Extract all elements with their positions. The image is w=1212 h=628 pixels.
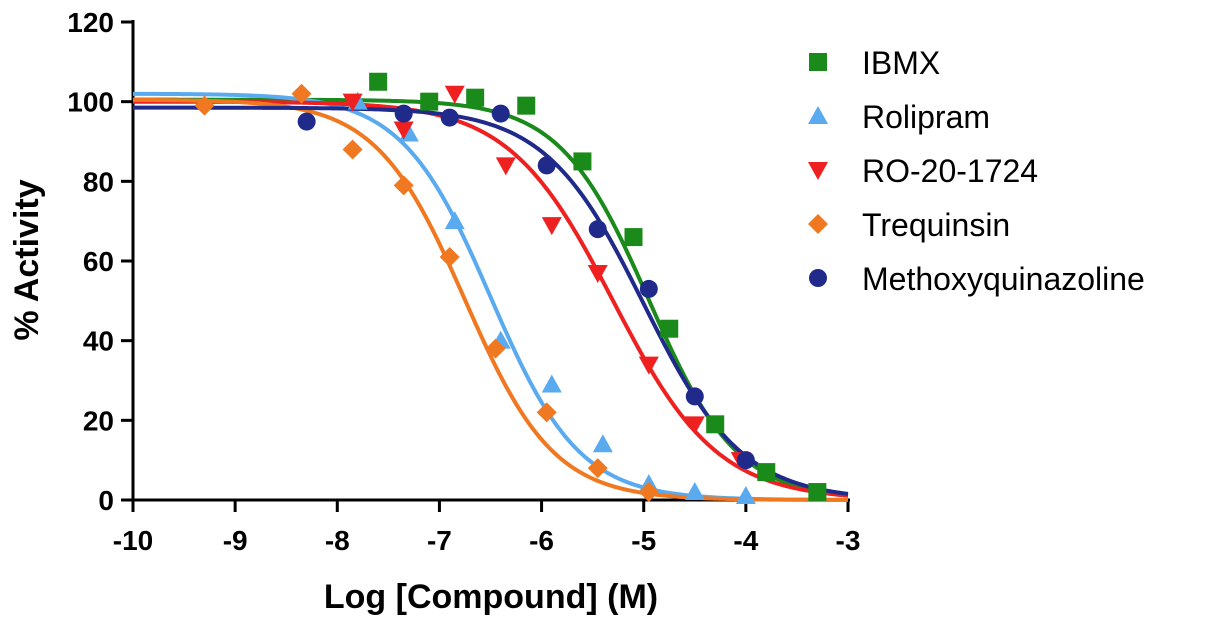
data-point-methoxyquinazoline — [440, 108, 459, 127]
axis-ticks: -10 -9 -8 -7 -6 -5 -4 -3 0 20 40 60 80 100 120 — [67, 7, 860, 556]
data-point-methoxyquinazoline — [736, 451, 755, 470]
data-point-trequinsin — [485, 338, 506, 359]
data-point-trequinsin — [587, 458, 608, 479]
fit-curves — [132, 91, 849, 502]
data-point-ro-20-1724 — [638, 356, 659, 375]
data-point-methoxyquinazoline — [588, 220, 607, 239]
x-tick-label: -6 — [529, 525, 554, 556]
x-tick-label: -4 — [733, 525, 758, 556]
data-point-ibmx — [517, 96, 536, 115]
y-tick-label: 60 — [83, 246, 114, 277]
data-point-rolipram — [541, 374, 562, 393]
data-point-ibmx — [369, 72, 388, 91]
fit-curve-rolipram — [132, 91, 849, 502]
data-point-ro-20-1724 — [393, 121, 414, 140]
data-point-ro-20-1724 — [587, 264, 608, 283]
legend: IBMX Rolipram RO-20-1724 Trequinsin Methoxyq… — [808, 45, 1145, 297]
data-point-methoxyquinazoline — [297, 112, 316, 131]
legend-marker-methoxyquinazoline — [809, 269, 827, 287]
data-point-methoxyquinazoline — [639, 279, 658, 298]
data-point-rolipram — [684, 482, 705, 501]
x-tick-label: -9 — [223, 525, 248, 556]
data-point-methoxyquinazoline — [491, 104, 510, 123]
y-tick-label: 0 — [98, 485, 114, 516]
data-point-trequinsin — [291, 83, 312, 104]
y-tick-label: 40 — [83, 326, 114, 357]
data-point-trequinsin — [439, 247, 460, 268]
data-point-rolipram — [735, 486, 756, 505]
legend-label: Methoxyquinazoline — [862, 261, 1145, 297]
data-point-methoxyquinazoline — [394, 104, 413, 123]
y-tick-label: 20 — [83, 405, 114, 436]
data-point-ro-20-1724 — [495, 157, 516, 176]
data-point-methoxyquinazoline — [685, 387, 704, 406]
data-point-ibmx — [466, 88, 485, 107]
legend-marker-ibmx — [809, 53, 827, 71]
y-tick-label: 80 — [83, 166, 114, 197]
x-tick-label: -7 — [427, 525, 452, 556]
data-point-ibmx — [706, 415, 725, 434]
legend-label: Trequinsin — [862, 207, 1010, 243]
data-point-ro-20-1724 — [444, 85, 465, 104]
x-axis-label: Log [Compound] (M) — [324, 578, 658, 616]
legend-marker-ro-20-1724 — [808, 162, 828, 180]
x-tick-label: -5 — [631, 525, 656, 556]
axes — [131, 20, 850, 502]
data-point-trequinsin — [194, 95, 215, 116]
data-point-ibmx — [808, 483, 827, 502]
data-point-trequinsin — [342, 139, 363, 160]
data-point-trequinsin — [536, 402, 557, 423]
legend-label: IBMX — [862, 45, 940, 81]
data-point-ro-20-1724 — [342, 93, 363, 112]
data-point-ibmx — [660, 319, 679, 338]
data-point-ibmx — [757, 463, 776, 482]
data-point-rolipram — [592, 434, 613, 453]
data-point-ro-20-1724 — [541, 217, 562, 236]
legend-label: Rolipram — [862, 99, 990, 135]
data-points — [194, 72, 827, 505]
legend-marker-trequinsin — [808, 214, 828, 234]
y-axis-label: % Activity — [8, 179, 46, 340]
fit-curve-trequinsin — [132, 97, 849, 502]
x-tick-label: -8 — [325, 525, 350, 556]
y-tick-label: 120 — [67, 7, 114, 38]
data-point-methoxyquinazoline — [537, 156, 556, 175]
data-point-rolipram — [444, 211, 465, 230]
x-tick-label: -3 — [836, 525, 861, 556]
data-point-trequinsin — [393, 175, 414, 196]
y-tick-label: 100 — [67, 87, 114, 118]
legend-label: RO-20-1724 — [862, 153, 1038, 189]
x-tick-label: -10 — [113, 525, 153, 556]
fit-curve-methoxyquinazoline — [133, 105, 849, 496]
data-point-ro-20-1724 — [684, 416, 705, 435]
data-point-ibmx — [573, 152, 592, 171]
data-point-ibmx — [624, 228, 643, 247]
legend-marker-rolipram — [808, 106, 828, 124]
data-point-ibmx — [420, 92, 439, 111]
data-point-trequinsin — [638, 482, 659, 503]
